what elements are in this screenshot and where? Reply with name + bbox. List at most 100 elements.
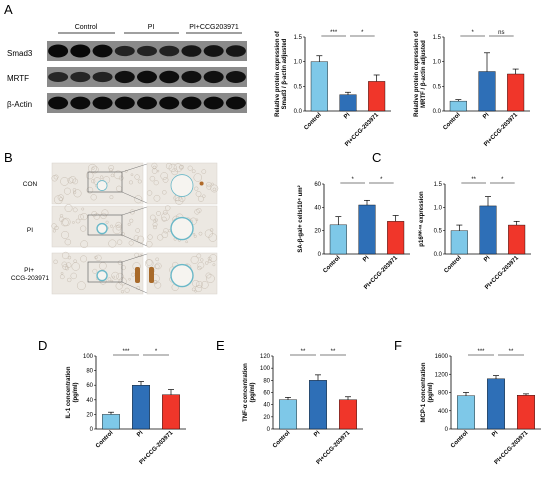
tissue-alveolus [65,262,72,269]
blot-row-label-smad3: Smad3 [7,49,33,58]
tissue-alveolus [155,257,159,262]
y-tick-label: 0.0 [434,252,443,258]
tissue-airway [170,174,194,197]
tissue-alveolus [149,175,156,182]
tissue-alveolus [171,168,179,176]
tissue-alveolus [64,238,72,246]
tissue-alveolus [193,234,197,238]
blot-band [159,96,180,110]
y-axis-title: TNF-α concentration(pg/ml) [243,363,256,422]
blot-band [159,70,180,84]
blot-band [203,45,224,57]
blot-band [92,44,113,58]
blot-band [137,70,157,84]
y-tick-label: 1.0 [434,205,443,211]
tissue-alveolus [118,277,127,286]
y-tick-label: 400 [438,409,449,415]
tissue-alveolus [200,258,204,262]
tissue-alveolus [52,229,56,233]
tissue-alveolus [193,173,202,182]
tissue-alveolus [131,272,136,277]
tissue-alveolus [136,235,145,244]
bar-1 [487,378,505,430]
bar-0 [279,399,297,430]
tissue-alveolus [144,259,154,268]
blot-band [114,96,135,110]
histology-label-treat-line1: PI+ [24,267,34,274]
tissue-alveolus [60,271,64,275]
chart-e: 0 20 40 60 80 100 120 TNF-α concentration(pg/ml… [243,349,363,466]
histology-panel: CON PI PI+ CCG-203971 [11,162,219,295]
tissue-alveolus [115,224,122,231]
tissue-alveolus [136,286,141,291]
tissue-alveolus [64,204,73,213]
tissue-alveolus [149,214,156,221]
tissue-alveolus [99,175,104,179]
tissue-airway [170,216,194,241]
tissue-airway [96,269,108,282]
tissue-alveolus [95,254,102,262]
tissue-alveolus [59,214,64,218]
y-axis-title: IL-1 concentration(pg/ml) [66,366,79,418]
tissue-alveolus [118,175,124,181]
tissue-alveolus [73,259,77,263]
y-tick-label: 1600 [435,354,449,360]
category-label: PI+CCG-203971 [139,430,175,466]
zoom-line [121,253,148,263]
tissue-alveolus [206,274,215,283]
tissue-alveolus [173,163,183,173]
y-tick-label: 80 [263,378,270,384]
blot-group-treat: PI+CCG203971 [189,24,239,31]
category-label: PI [343,112,351,120]
histology-label-pi: PI [27,227,33,234]
category-label: Control [450,430,470,450]
tissue-alveolus [134,252,139,258]
tissue-alveolus [61,251,70,260]
bar-1 [339,94,357,112]
tissue-alveolus [192,279,200,288]
bar-1 [358,204,376,255]
tissue-alveolus [72,221,75,224]
tissue-alveolus [120,290,125,294]
tissue-pigment [149,267,154,283]
tissue-alveolus [135,228,140,233]
y-tick-label: 20 [263,415,270,421]
blot-band [181,96,202,110]
sig-label: * [155,349,158,355]
tissue-alveolus [153,194,161,202]
zoom-line [121,206,148,216]
tissue-alveolus [116,272,124,281]
tissue-alveolus [161,231,169,239]
tissue-alveolus [201,169,207,174]
blot-band [70,96,91,110]
y-axis-title-line: Relative protein expression of [414,30,420,117]
tissue-alveolus [185,240,188,244]
category-label: Control [272,430,292,450]
panel-letter-d: D [38,338,47,353]
tissue-alveolus [77,214,84,220]
tissue-alveolus [100,212,107,220]
y-tick-label: 1.5 [434,182,443,188]
y-axis-title-line: (pg/ml) [428,383,434,403]
tissue-alveolus [147,234,153,240]
tissue-alveolus [53,259,58,264]
sig-label: * [361,30,364,36]
y-tick-label: 0 [267,427,271,433]
y-axis-title: Relative protein expression ofMRTF / β-a… [414,30,427,117]
tissue-alveolus [86,186,94,194]
tissue-alveolus [133,235,139,241]
tissue-alveolus [61,230,70,239]
tissue-alveolus [204,261,209,265]
y-axis-title: Relative protein expression ofSmad3 / β-… [275,30,288,117]
tissue-alveolus [137,179,142,184]
y-axis-title: SA-β-gal+ cells/10⁴ um² [297,185,304,252]
zoom-box [87,214,123,236]
bar-2 [508,224,526,255]
blot-band [92,71,113,83]
tissue-alveolus [212,263,216,267]
blot-band [225,70,246,84]
y-tick-label: 0.0 [433,109,442,115]
tissue-alveolus [162,176,169,183]
